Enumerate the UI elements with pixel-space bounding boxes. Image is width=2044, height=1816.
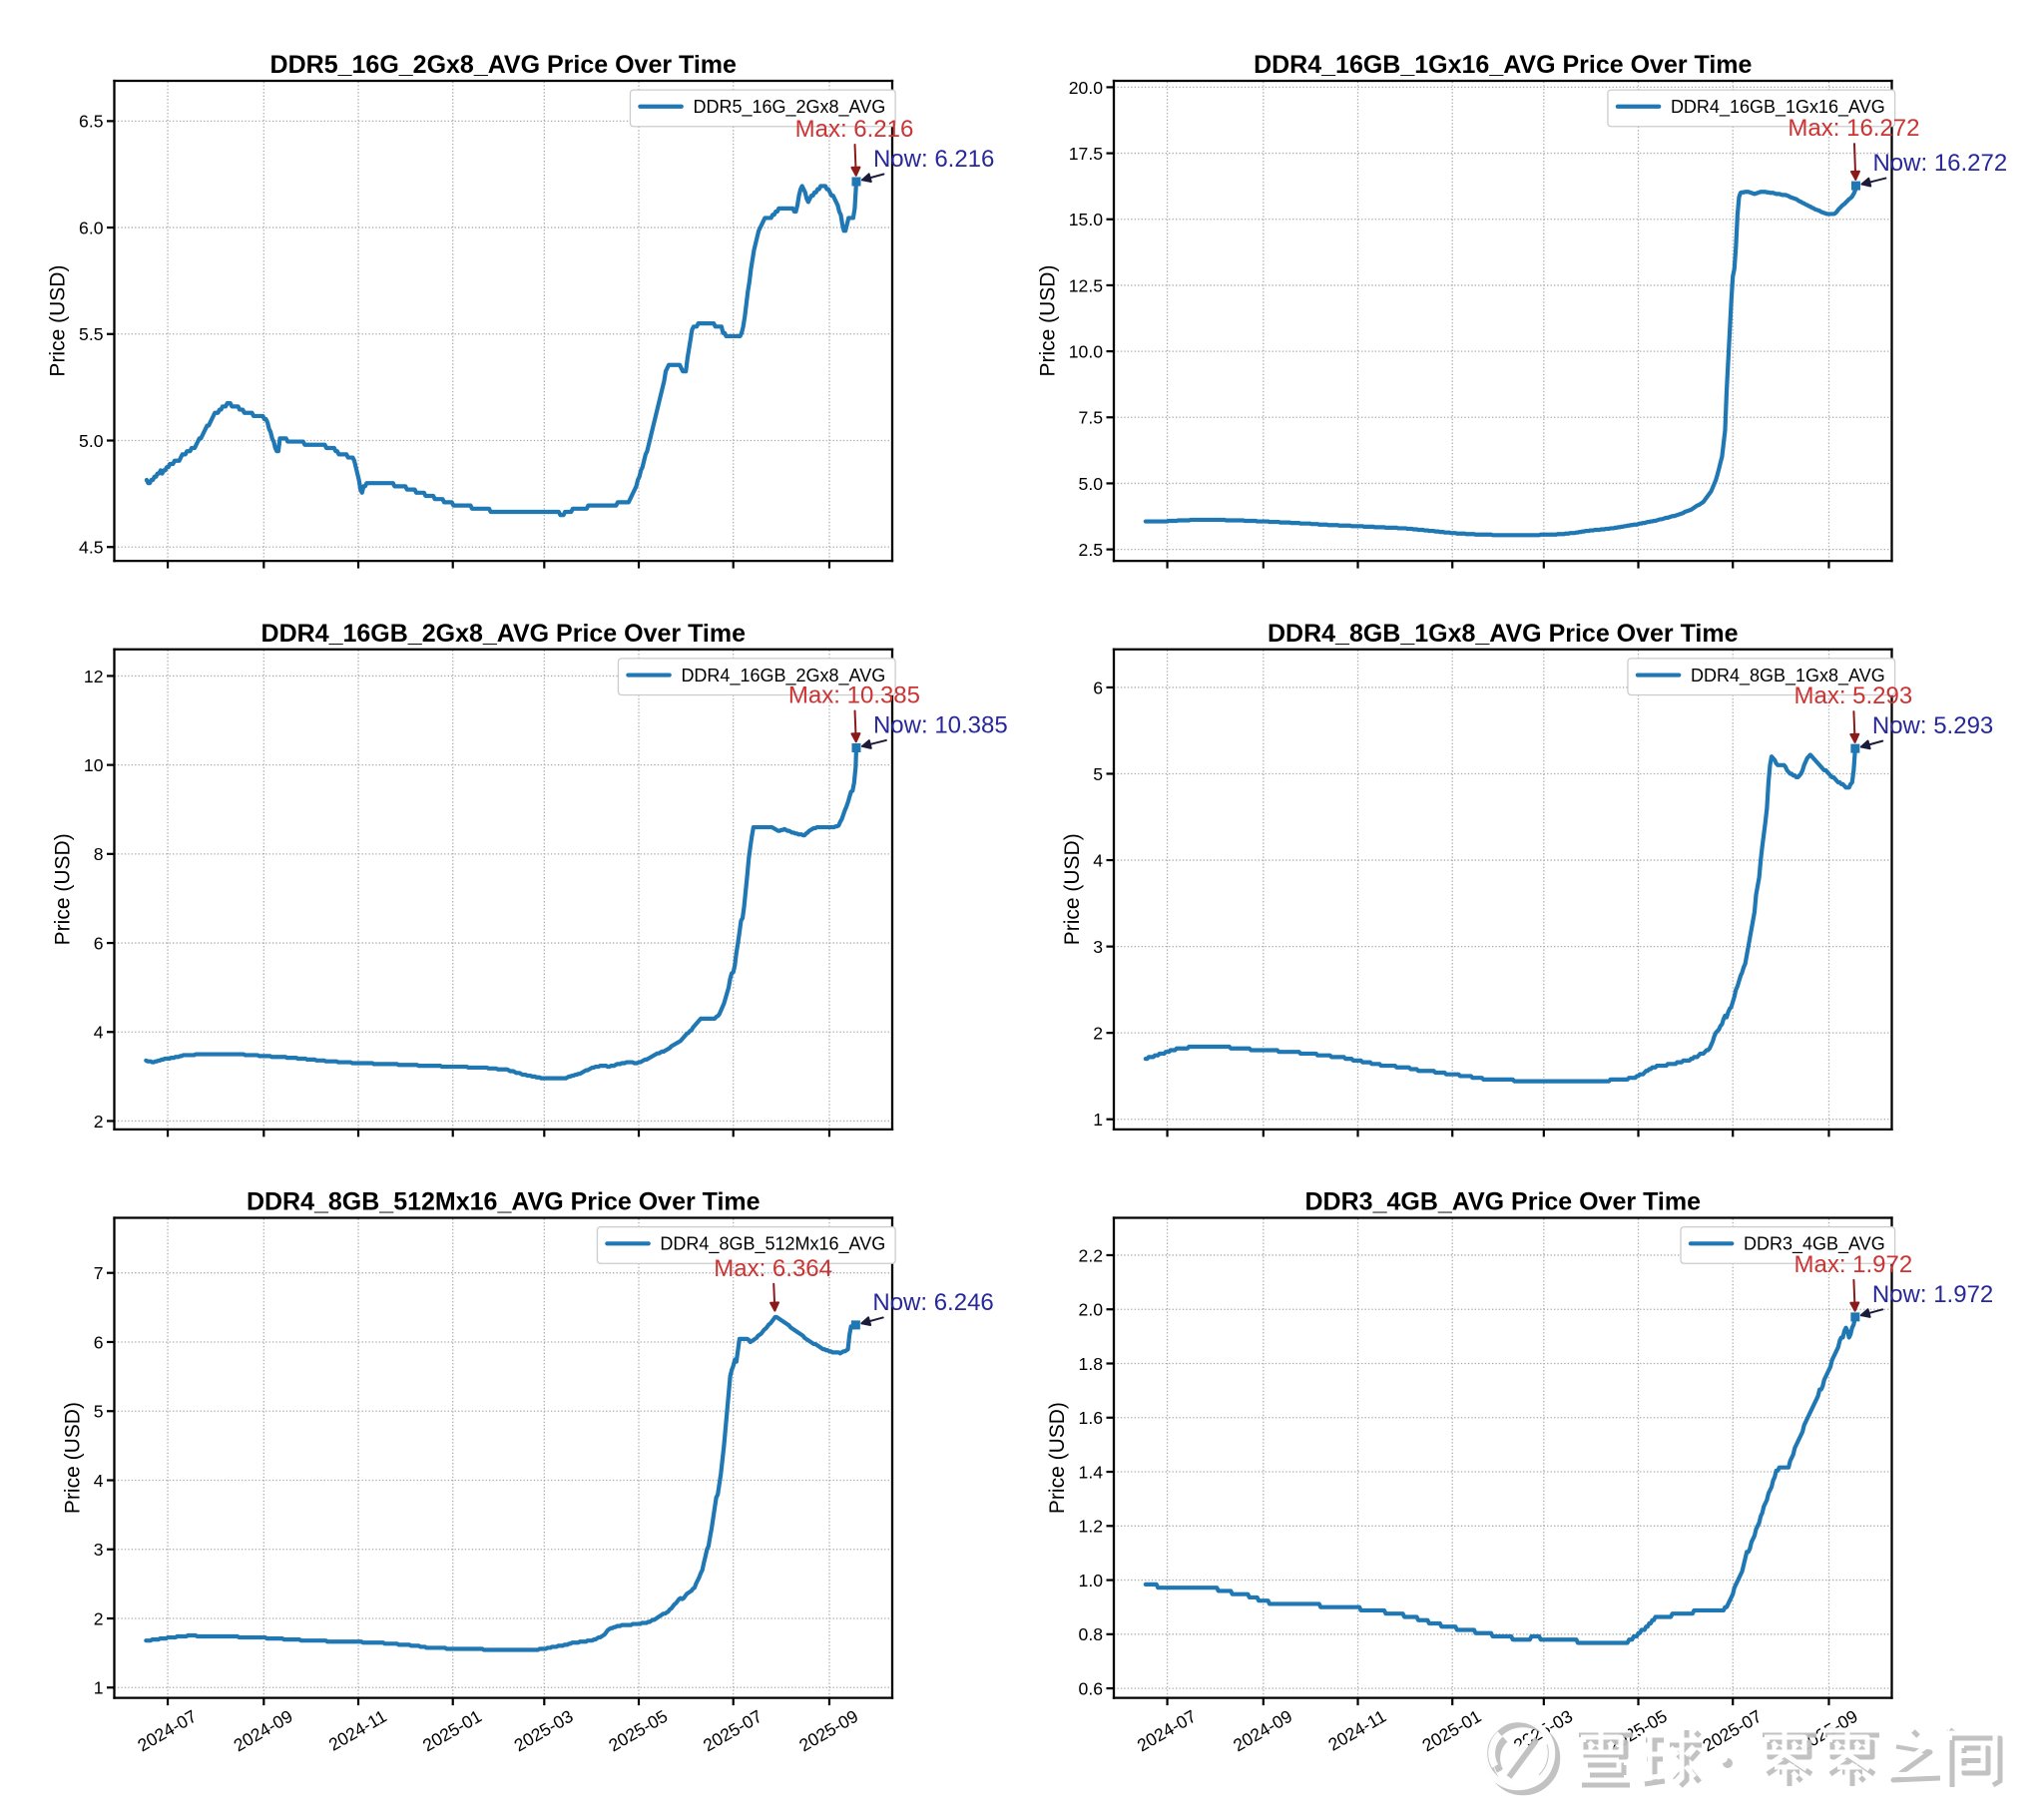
- svg-text:2.5: 2.5: [1079, 540, 1104, 560]
- svg-text:10.0: 10.0: [1069, 341, 1103, 361]
- svg-text:Max: 6.364: Max: 6.364: [714, 1255, 832, 1282]
- svg-text:Price (USD): Price (USD): [1061, 833, 1084, 945]
- svg-text:7: 7: [94, 1263, 104, 1283]
- svg-text:DDR4_8GB_512Mx16_AVG Price Ove: DDR4_8GB_512Mx16_AVG Price Over Time: [247, 1188, 761, 1216]
- svg-text:1: 1: [94, 1678, 104, 1698]
- svg-text:6.5: 6.5: [79, 112, 104, 132]
- svg-text:12: 12: [84, 667, 104, 686]
- svg-text:10: 10: [84, 755, 104, 775]
- svg-text:1.0: 1.0: [1079, 1571, 1104, 1590]
- svg-text:Now: 1.972: Now: 1.972: [1872, 1281, 1993, 1308]
- svg-text:1.4: 1.4: [1079, 1462, 1104, 1482]
- svg-text:Now: 6.216: Now: 6.216: [873, 146, 994, 173]
- svg-text:0.8: 0.8: [1079, 1624, 1104, 1644]
- svg-text:DDR4_16GB_1Gx16_AVG Price Over: DDR4_16GB_1Gx16_AVG Price Over Time: [1254, 51, 1752, 79]
- svg-text:2.2: 2.2: [1079, 1245, 1103, 1265]
- svg-text:DDR4_16GB_2Gx8_AVG: DDR4_16GB_2Gx8_AVG: [681, 666, 885, 686]
- svg-text:DDR3_4GB_AVG: DDR3_4GB_AVG: [1744, 1234, 1885, 1255]
- svg-text:DDR5_16G_2Gx8_AVG Price Over T: DDR5_16G_2Gx8_AVG Price Over Time: [270, 51, 737, 79]
- svg-text:0.6: 0.6: [1079, 1678, 1104, 1698]
- svg-text:12.5: 12.5: [1069, 275, 1103, 295]
- svg-text:2: 2: [94, 1608, 104, 1628]
- svg-text:DDR4_8GB_1Gx8_AVG: DDR4_8GB_1Gx8_AVG: [1691, 666, 1885, 686]
- svg-text:5: 5: [94, 1402, 104, 1422]
- svg-text:Now: 6.246: Now: 6.246: [872, 1289, 993, 1316]
- svg-text:17.5: 17.5: [1069, 144, 1103, 164]
- svg-text:8: 8: [94, 844, 104, 864]
- svg-text:4: 4: [94, 1471, 104, 1491]
- svg-text:DDR5_16G_2Gx8_AVG: DDR5_16G_2Gx8_AVG: [693, 97, 885, 118]
- svg-text:2.0: 2.0: [1079, 1300, 1104, 1320]
- svg-text:Now: 5.293: Now: 5.293: [1872, 712, 1993, 739]
- svg-text:Price (USD): Price (USD): [52, 833, 75, 945]
- svg-text:6: 6: [94, 933, 104, 953]
- svg-text:DDR3_4GB_AVG Price Over Time: DDR3_4GB_AVG Price Over Time: [1305, 1188, 1702, 1216]
- svg-text:Now: 10.385: Now: 10.385: [873, 711, 1008, 738]
- svg-text:4: 4: [94, 1023, 104, 1043]
- svg-text:Max: 6.216: Max: 6.216: [795, 116, 914, 143]
- svg-text:4.5: 4.5: [79, 538, 104, 558]
- svg-text:Now: 16.272: Now: 16.272: [1872, 150, 2007, 177]
- svg-text:Price (USD): Price (USD): [1036, 265, 1059, 377]
- svg-text:Max: 5.293: Max: 5.293: [1793, 682, 1912, 709]
- svg-text:1.2: 1.2: [1079, 1517, 1103, 1537]
- svg-text:6: 6: [94, 1332, 104, 1352]
- svg-text:1.8: 1.8: [1079, 1354, 1104, 1374]
- svg-text:6.0: 6.0: [79, 218, 104, 237]
- svg-text:Max: 1.972: Max: 1.972: [1793, 1251, 1912, 1278]
- svg-text:3: 3: [1093, 937, 1103, 957]
- svg-text:7.5: 7.5: [1079, 408, 1104, 428]
- svg-text:5.0: 5.0: [1079, 474, 1104, 494]
- svg-text:DDR4_16GB_1Gx16_AVG: DDR4_16GB_1Gx16_AVG: [1671, 97, 1885, 118]
- svg-text:1: 1: [1093, 1110, 1103, 1130]
- svg-text:6: 6: [1093, 678, 1103, 697]
- svg-text:20.0: 20.0: [1069, 78, 1103, 98]
- svg-text:5.5: 5.5: [79, 324, 104, 344]
- svg-text:3: 3: [94, 1540, 104, 1560]
- svg-text:DDR4_8GB_512Mx16_AVG: DDR4_8GB_512Mx16_AVG: [660, 1234, 885, 1255]
- svg-text:Price (USD): Price (USD): [1046, 1402, 1069, 1514]
- svg-text:Price (USD): Price (USD): [61, 1402, 84, 1514]
- svg-text:1.6: 1.6: [1079, 1408, 1104, 1428]
- svg-text:2: 2: [1093, 1024, 1103, 1044]
- svg-text:15.0: 15.0: [1069, 210, 1103, 229]
- svg-text:Price (USD): Price (USD): [47, 265, 70, 377]
- svg-text:Max: 16.272: Max: 16.272: [1788, 115, 1919, 142]
- svg-text:DDR4_8GB_1Gx8_AVG Price Over T: DDR4_8GB_1Gx8_AVG Price Over Time: [1268, 620, 1739, 648]
- svg-text:5.0: 5.0: [79, 431, 104, 451]
- svg-text:DDR4_16GB_2Gx8_AVG Price Over: DDR4_16GB_2Gx8_AVG Price Over Time: [261, 620, 747, 648]
- svg-text:5: 5: [1093, 764, 1103, 784]
- svg-text:4: 4: [1093, 850, 1103, 870]
- svg-text:Max: 10.385: Max: 10.385: [788, 681, 920, 708]
- svg-text:2: 2: [94, 1112, 104, 1132]
